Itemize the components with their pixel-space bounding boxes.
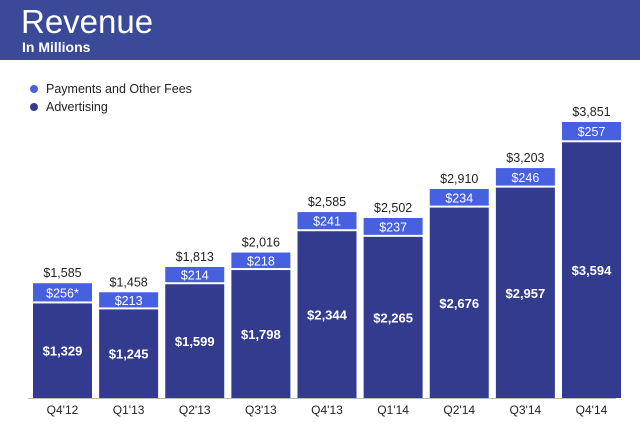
label-total-value: $2,502 — [374, 201, 412, 215]
label-advertising-value: $1,798 — [241, 327, 281, 342]
bar-advertising — [495, 187, 555, 398]
label-advertising-value: $2,676 — [439, 296, 479, 311]
chart-legend: Payments and Other Fees Advertising — [30, 80, 192, 116]
label-advertising-value: $3,594 — [572, 263, 613, 278]
legend-dot-payments — [30, 85, 38, 93]
bar-advertising — [429, 207, 489, 398]
label-payments-value: $237 — [379, 220, 407, 234]
x-tick-label: Q1'14 — [377, 403, 409, 417]
label-payments-value: $241 — [313, 215, 341, 229]
label-total-value: $3,203 — [506, 151, 544, 165]
label-payments-value: $246 — [511, 171, 539, 185]
label-advertising-value: $1,245 — [109, 347, 149, 362]
label-total-value: $1,458 — [110, 275, 148, 289]
label-advertising-value: $2,344 — [307, 308, 348, 323]
bar-payments — [562, 122, 621, 141]
bar-payments — [363, 217, 423, 235]
x-tick-label: Q4'12 — [47, 403, 79, 417]
label-advertising-value: $1,599 — [175, 334, 215, 349]
bar-payments — [429, 188, 489, 206]
label-total-value: $1,813 — [176, 250, 214, 264]
bar-advertising — [297, 231, 357, 398]
page-title: Revenue — [21, 3, 154, 40]
x-tick-label: Q4'13 — [311, 403, 343, 417]
label-payments-value: $213 — [115, 294, 143, 308]
bar-advertising — [231, 270, 291, 398]
legend-dot-advertising — [30, 103, 38, 111]
page-subtitle: In Millions — [22, 39, 91, 55]
legend-label-advertising: Advertising — [46, 100, 108, 114]
legend-label-payments: Payments and Other Fees — [46, 82, 192, 96]
label-total-value: $2,016 — [242, 236, 280, 250]
label-total-value: $1,585 — [43, 266, 81, 280]
legend-item-advertising: Advertising — [30, 98, 192, 116]
x-tick-label: Q1'13 — [113, 403, 145, 417]
bar-advertising — [165, 284, 225, 398]
x-tick-label: Q2'14 — [443, 403, 475, 417]
label-payments-value: $234 — [445, 191, 473, 205]
bar-payments — [165, 267, 225, 283]
label-total-value: $2,910 — [440, 172, 478, 186]
label-payments-value: $218 — [247, 254, 275, 268]
x-tick-label: Q3'14 — [510, 403, 542, 417]
bar-payments — [99, 292, 159, 308]
bar-payments — [297, 212, 357, 230]
bar-advertising — [562, 142, 621, 398]
label-total-value: $2,585 — [308, 195, 346, 209]
label-payments-value: $257 — [578, 125, 606, 139]
bar-payments — [33, 283, 92, 302]
bar-advertising — [363, 236, 423, 398]
header-banner: Revenue In Millions — [0, 0, 640, 60]
label-payments-value: $256* — [46, 286, 79, 300]
label-advertising-value: $1,329 — [43, 344, 83, 359]
label-advertising-value: $2,957 — [505, 286, 545, 301]
x-tick-label: Q4'14 — [576, 403, 608, 417]
label-total-value: $3,851 — [572, 105, 610, 119]
bar-payments — [231, 252, 291, 269]
label-payments-value: $214 — [181, 269, 209, 283]
bar-payments — [495, 168, 555, 186]
bar-advertising — [33, 303, 92, 398]
legend-item-payments: Payments and Other Fees — [30, 80, 192, 98]
x-tick-label: Q3'13 — [245, 403, 277, 417]
x-tick-label: Q2'13 — [179, 403, 211, 417]
bar-advertising — [99, 309, 159, 398]
label-advertising-value: $2,265 — [373, 310, 413, 325]
